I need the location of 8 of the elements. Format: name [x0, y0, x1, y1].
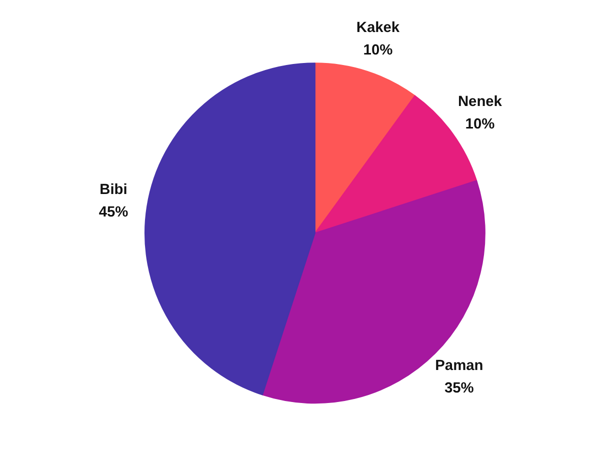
data-label: 10% [363, 42, 393, 59]
slice-label: Kakek [356, 20, 400, 36]
data-label: 45% [98, 204, 128, 220]
slice-label: Nenek [458, 94, 503, 110]
slice-label: Bibi [100, 182, 128, 198]
slice-label: Paman [435, 358, 484, 374]
data-label: 35% [444, 380, 474, 396]
data-label: 10% [465, 116, 495, 133]
